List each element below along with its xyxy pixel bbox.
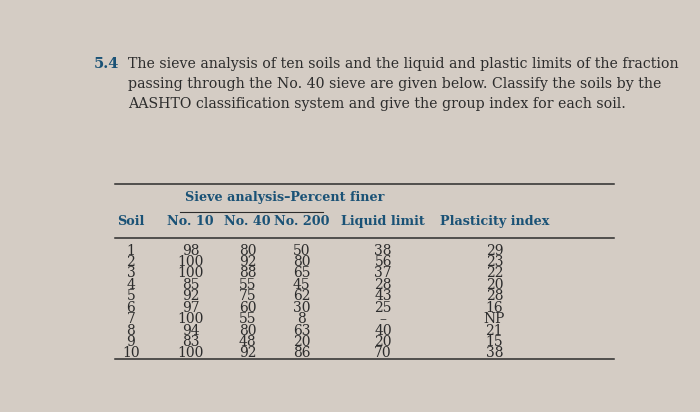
Text: 83: 83 (182, 335, 199, 349)
Text: NP: NP (484, 312, 505, 326)
Text: 75: 75 (239, 289, 256, 303)
Text: 50: 50 (293, 243, 311, 258)
Text: 60: 60 (239, 301, 256, 315)
Text: 100: 100 (177, 346, 204, 360)
Text: 28: 28 (374, 278, 392, 292)
Text: 22: 22 (486, 267, 503, 281)
Text: 94: 94 (182, 323, 199, 337)
Text: 30: 30 (293, 301, 311, 315)
Text: 20: 20 (374, 335, 392, 349)
Text: 48: 48 (239, 335, 256, 349)
Text: Liquid limit: Liquid limit (342, 215, 425, 228)
Text: 88: 88 (239, 267, 256, 281)
Text: Sieve analysis–Percent finer: Sieve analysis–Percent finer (185, 191, 384, 204)
Text: 80: 80 (239, 243, 256, 258)
Text: 7: 7 (127, 312, 135, 326)
Text: 8: 8 (298, 312, 306, 326)
Text: No. 200: No. 200 (274, 215, 330, 228)
Text: 29: 29 (486, 243, 503, 258)
Text: 6: 6 (127, 301, 135, 315)
Text: 23: 23 (486, 255, 503, 269)
Text: 97: 97 (182, 301, 199, 315)
Text: 3: 3 (127, 267, 135, 281)
Text: 37: 37 (374, 267, 392, 281)
Text: 56: 56 (374, 255, 392, 269)
Text: 86: 86 (293, 346, 311, 360)
Text: 28: 28 (486, 289, 503, 303)
Text: 16: 16 (486, 301, 503, 315)
Text: 2: 2 (127, 255, 135, 269)
Text: Plasticity index: Plasticity index (440, 215, 549, 228)
Text: 40: 40 (374, 323, 392, 337)
Text: No. 40: No. 40 (224, 215, 271, 228)
Text: 21: 21 (486, 323, 503, 337)
Text: The sieve analysis of ten soils and the liquid and plastic limits of the fractio: The sieve analysis of ten soils and the … (128, 57, 679, 112)
Text: 80: 80 (239, 323, 256, 337)
Text: 63: 63 (293, 323, 311, 337)
Text: 43: 43 (374, 289, 392, 303)
Text: 20: 20 (293, 335, 311, 349)
Text: 10: 10 (122, 346, 140, 360)
Text: 70: 70 (374, 346, 392, 360)
Text: 55: 55 (239, 312, 256, 326)
Text: 100: 100 (177, 255, 204, 269)
Text: No. 10: No. 10 (167, 215, 214, 228)
Text: 98: 98 (182, 243, 199, 258)
Text: Soil: Soil (117, 215, 145, 228)
Text: 1: 1 (127, 243, 135, 258)
Text: 38: 38 (486, 346, 503, 360)
Text: 62: 62 (293, 289, 311, 303)
Text: 38: 38 (374, 243, 392, 258)
Text: 100: 100 (177, 267, 204, 281)
Text: 45: 45 (293, 278, 311, 292)
Text: 8: 8 (127, 323, 135, 337)
Text: 85: 85 (182, 278, 199, 292)
Text: 80: 80 (293, 255, 311, 269)
Text: 25: 25 (374, 301, 392, 315)
Text: 20: 20 (486, 278, 503, 292)
Text: 55: 55 (239, 278, 256, 292)
Text: 15: 15 (486, 335, 503, 349)
Text: 92: 92 (182, 289, 199, 303)
Text: –: – (379, 312, 386, 326)
Text: 5.4: 5.4 (94, 57, 120, 71)
Text: 4: 4 (127, 278, 135, 292)
Text: 100: 100 (177, 312, 204, 326)
Text: 5: 5 (127, 289, 135, 303)
Text: 9: 9 (127, 335, 135, 349)
Text: 65: 65 (293, 267, 311, 281)
Text: 92: 92 (239, 346, 256, 360)
Text: 92: 92 (239, 255, 256, 269)
